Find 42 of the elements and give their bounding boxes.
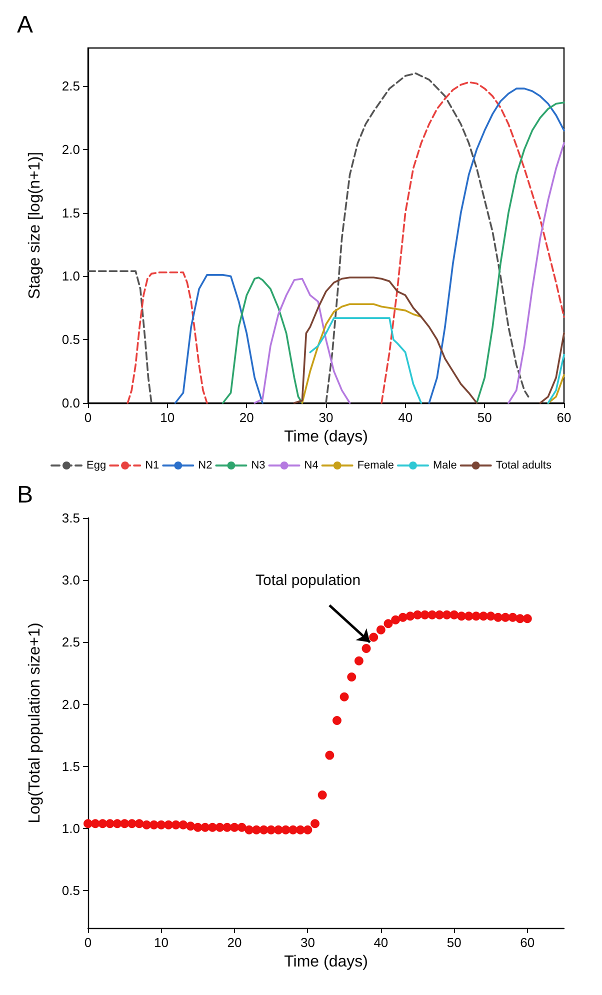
legend-label: N4 [304,460,318,472]
legend-label: N2 [198,460,212,472]
legend-label: N3 [251,460,266,472]
legend-label: Male [433,460,457,472]
y-tick-label: 1.5 [62,758,80,774]
x-tick-label: 30 [300,935,315,950]
x-tick-label: 40 [398,410,413,425]
x-tick-label: 40 [374,935,388,950]
annotation: Total population [256,572,361,590]
x-tick-label: 20 [227,935,242,950]
y-tick-label: 1.0 [62,268,80,284]
x-axis-title: Time (days) [284,953,368,970]
chart-title: A [17,12,34,38]
legend-label: Female [357,460,394,472]
y-tick-label: 0.5 [62,332,80,348]
x-tick-label: 10 [160,410,175,425]
x-tick-label: 30 [318,410,334,425]
x-axis-title: Time (days) [284,428,368,446]
x-tick-label: 50 [446,935,462,950]
y-tick-label: 2.5 [62,634,80,650]
legend-label: Egg [86,460,106,472]
legend-label: Total adults [496,460,552,472]
y-tick-label: 0.0 [62,396,80,410]
y-tick-label: 3.5 [62,510,80,526]
y-tick-label: 2.5 [62,78,80,94]
y-tick-label: 2.0 [62,142,80,157]
y-tick-label: 3.0 [62,572,80,588]
y-tick-label: 1.0 [62,821,80,836]
x-tick-label: 60 [556,410,572,425]
x-tick-label: 0 [84,935,92,950]
y-tick-label: 2.0 [62,696,80,712]
y-tick-label: 0.5 [62,883,80,898]
chart-title: B [17,482,34,508]
legend-label: N1 [145,460,160,472]
x-tick-label: 60 [520,935,535,950]
y-axis-title: Stage size [log(n+1)] [26,152,44,300]
x-tick-label: 0 [84,410,92,425]
y-axis-title: Log(Total population size+1) [26,622,44,824]
x-tick-label: 50 [477,410,492,425]
x-tick-label: 20 [239,410,254,425]
y-tick-label: 1.5 [62,205,80,220]
x-tick-label: 10 [154,935,168,950]
